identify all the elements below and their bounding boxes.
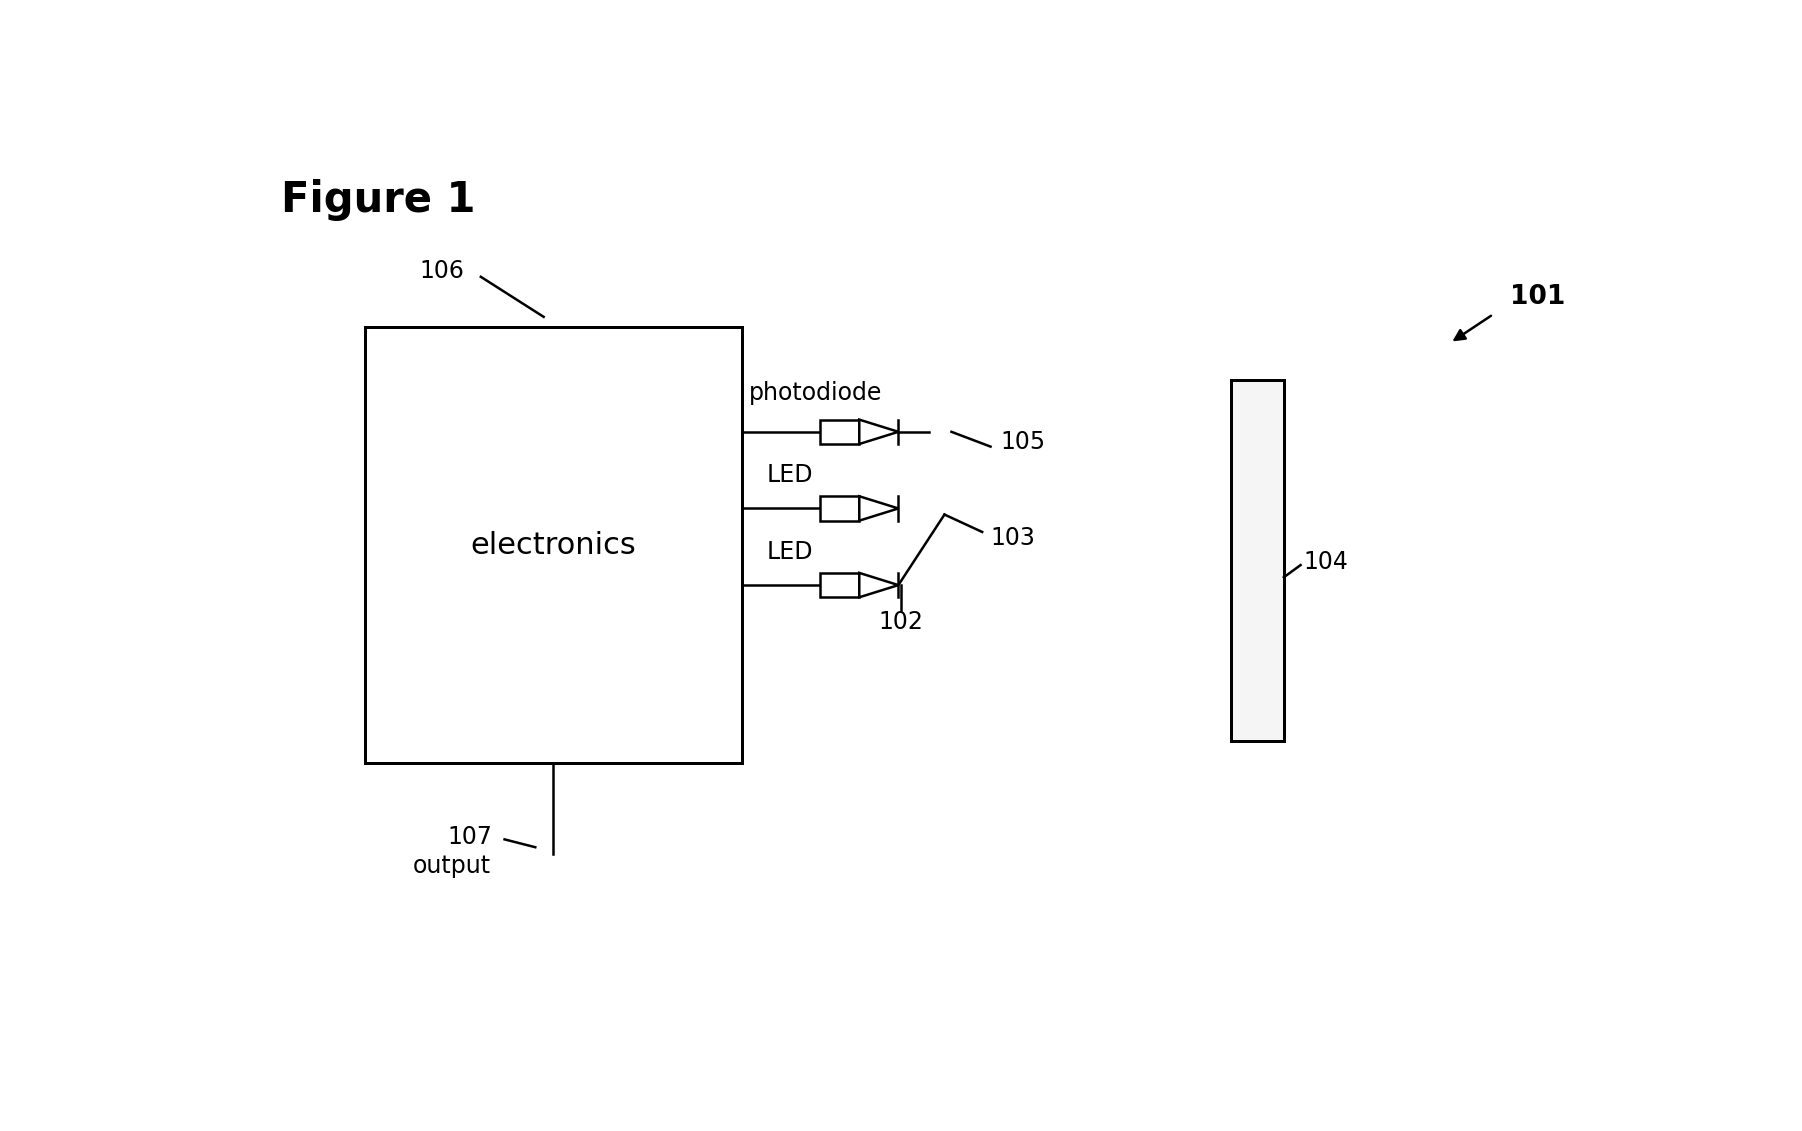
Text: 105: 105: [1000, 430, 1045, 455]
Bar: [820, 420, 860, 444]
Text: photodiode: photodiode: [750, 381, 883, 405]
Polygon shape: [860, 497, 899, 520]
Text: LED: LED: [768, 539, 815, 564]
Text: 102: 102: [879, 610, 924, 633]
Text: 103: 103: [991, 526, 1036, 550]
Text: 107: 107: [447, 824, 492, 848]
Text: output: output: [413, 854, 490, 878]
Text: electronics: electronics: [470, 530, 636, 560]
Text: 104: 104: [1303, 551, 1348, 575]
Polygon shape: [860, 573, 899, 597]
Bar: [820, 497, 860, 520]
Text: 106: 106: [420, 259, 465, 283]
Text: LED: LED: [768, 464, 815, 487]
Polygon shape: [860, 420, 899, 444]
Bar: [1231, 380, 1283, 741]
Bar: [820, 573, 860, 597]
Bar: [364, 327, 742, 762]
Text: Figure 1: Figure 1: [281, 180, 476, 222]
Text: 101: 101: [1510, 284, 1566, 310]
